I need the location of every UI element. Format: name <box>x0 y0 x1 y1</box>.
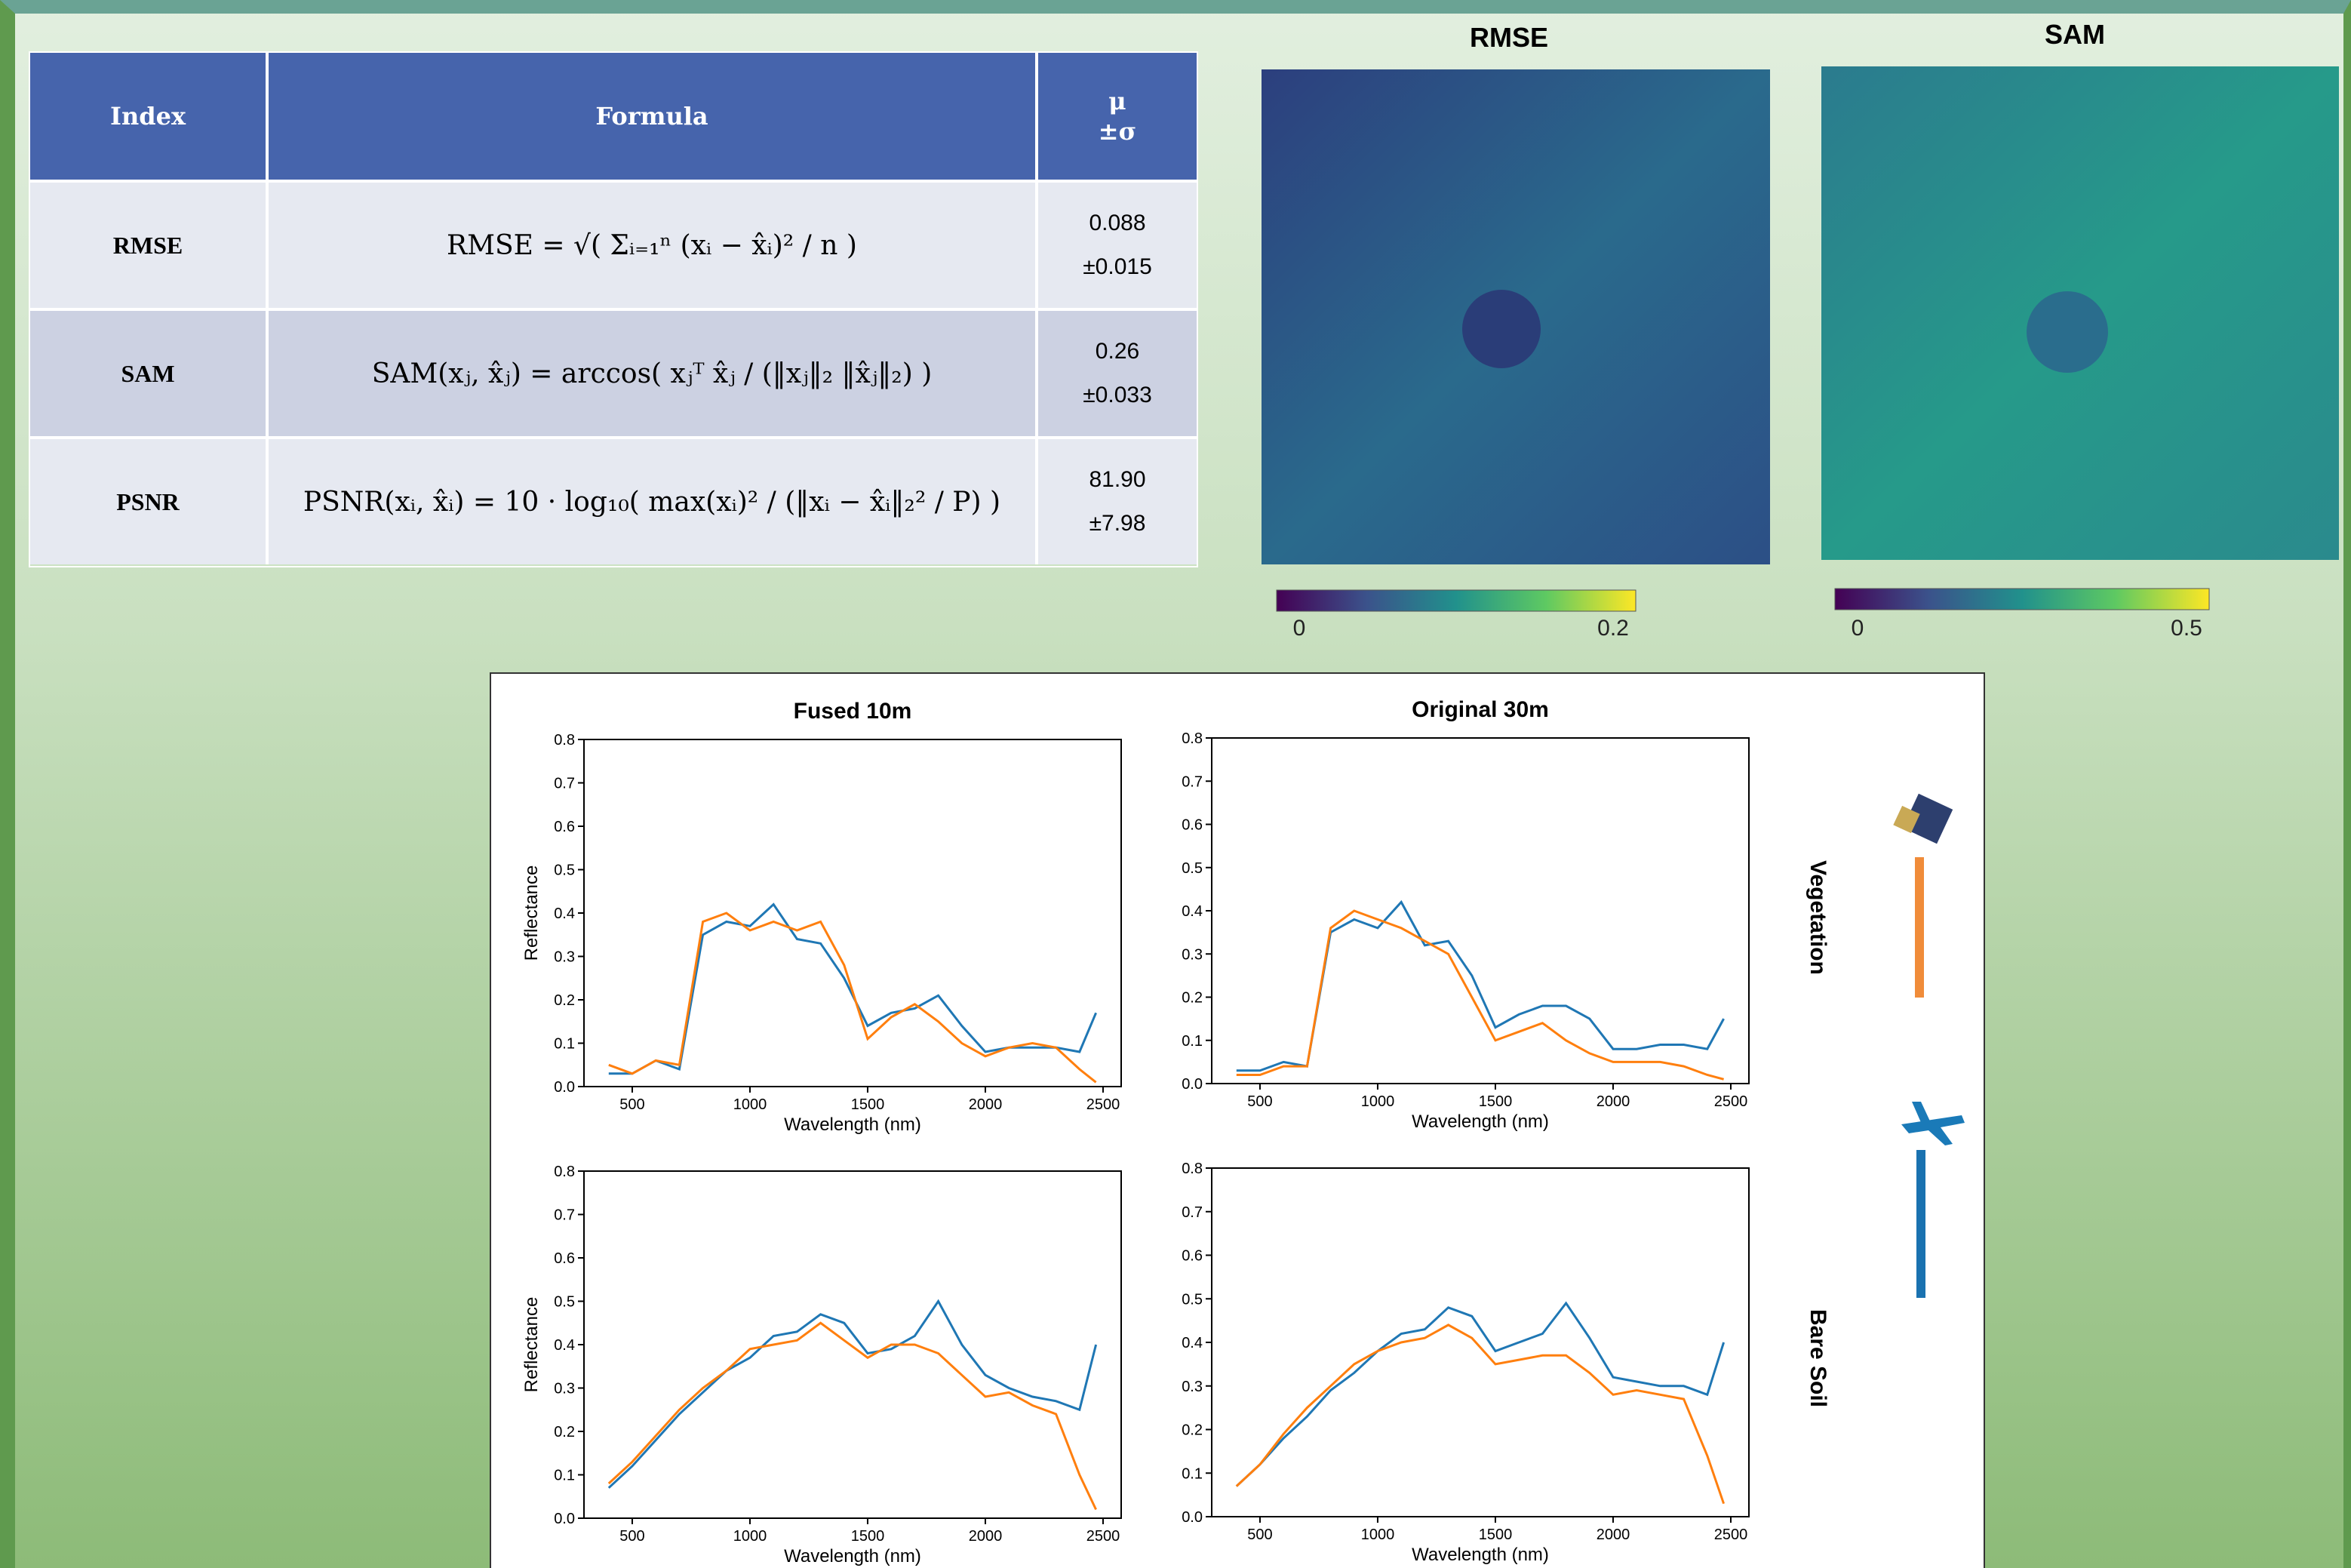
y-tick-label: 0.7 <box>1182 1204 1203 1221</box>
x-tick-label: 2500 <box>1714 1526 1748 1543</box>
x-axis-label: Wavelength (nm) <box>1412 1545 1549 1565</box>
x-tick-label: 1500 <box>851 1096 885 1113</box>
y-tick-label: 0.4 <box>554 1337 575 1354</box>
y-tick-label: 0.5 <box>1182 1291 1203 1308</box>
x-tick-label: 500 <box>1247 1093 1272 1110</box>
x-tick-label: 2500 <box>1086 1528 1120 1545</box>
y-tick-label: 0.4 <box>1182 903 1203 920</box>
figures: RMSE 0 0.2 SAM 0 0.5 Vegetation Bare Soil Fused … <box>0 0 2351 1568</box>
x-tick-label: 2000 <box>969 1096 1003 1113</box>
y-tick-label: 0.2 <box>1182 1422 1203 1439</box>
map-title: RMSE <box>1470 22 1548 53</box>
y-axis-label: Reflectance <box>521 865 542 961</box>
y-tick-label: 0.5 <box>1182 860 1203 877</box>
x-tick-label: 2000 <box>969 1528 1003 1545</box>
map-title: SAM <box>2045 19 2105 50</box>
map-feature <box>2027 291 2108 373</box>
page: Index Formula μ ±σ RMSERMSE = √( Σᵢ₌₁ⁿ (… <box>0 0 2351 1568</box>
x-axis-label: Wavelength (nm) <box>784 1546 921 1566</box>
y-tick-label: 0.3 <box>554 949 575 966</box>
y-tick-label: 0.6 <box>554 819 575 835</box>
x-tick-label: 500 <box>619 1096 644 1113</box>
airplane-bar <box>1916 1150 1925 1298</box>
y-tick-label: 0.4 <box>1182 1335 1203 1351</box>
x-tick-label: 1500 <box>1479 1526 1513 1543</box>
x-tick-label: 2000 <box>1597 1526 1630 1543</box>
colorbar-tick-label: 0.5 <box>2171 616 2202 641</box>
y-tick-label: 0.8 <box>1182 730 1203 747</box>
colorbar-tick-label: 0.2 <box>1597 616 1629 641</box>
y-tick-label: 0.7 <box>554 1207 575 1224</box>
y-tick-label: 0.0 <box>554 1511 575 1527</box>
row-label: Vegetation <box>1806 860 1830 975</box>
colorbar-tick-label: 0 <box>1852 616 1864 641</box>
colorbar-tick-label: 0 <box>1293 616 1306 641</box>
y-tick-label: 0.3 <box>1182 1379 1203 1395</box>
y-tick-label: 0.0 <box>1182 1076 1203 1093</box>
y-tick-label: 0.5 <box>554 1294 575 1311</box>
y-tick-label: 0.1 <box>1182 1033 1203 1050</box>
y-tick-label: 0.0 <box>1182 1509 1203 1526</box>
y-tick-label: 0.1 <box>1182 1465 1203 1482</box>
x-axis-label: Wavelength (nm) <box>1412 1111 1549 1132</box>
x-tick-label: 1500 <box>1479 1093 1513 1110</box>
y-tick-label: 0.6 <box>554 1250 575 1267</box>
y-tick-label: 0.8 <box>554 732 575 749</box>
chart-title: Original 30m <box>1412 697 1549 722</box>
y-tick-label: 0.2 <box>1182 990 1203 1007</box>
y-tick-label: 0.3 <box>554 1381 575 1397</box>
x-tick-label: 1500 <box>851 1528 885 1545</box>
satellite-bar <box>1915 857 1924 998</box>
colorbar <box>1277 590 1636 611</box>
x-axis-label: Wavelength (nm) <box>784 1115 921 1135</box>
y-tick-label: 0.6 <box>1182 817 1203 834</box>
chart-title: Fused 10m <box>794 699 912 724</box>
y-tick-label: 0.4 <box>554 905 575 922</box>
x-tick-label: 1000 <box>1361 1093 1395 1110</box>
y-tick-label: 0.7 <box>1182 773 1203 790</box>
y-tick-label: 0.3 <box>1182 946 1203 963</box>
y-tick-label: 0.2 <box>554 1424 575 1440</box>
y-tick-label: 0.1 <box>554 1036 575 1053</box>
x-tick-label: 2000 <box>1597 1093 1630 1110</box>
y-tick-label: 0.1 <box>554 1468 575 1484</box>
x-tick-label: 500 <box>619 1528 644 1545</box>
x-tick-label: 1000 <box>733 1096 767 1113</box>
map-feature <box>1462 290 1541 368</box>
x-tick-label: 2500 <box>1086 1096 1120 1113</box>
y-tick-label: 0.8 <box>1182 1161 1203 1177</box>
row-label: Bare Soil <box>1806 1309 1830 1407</box>
x-tick-label: 500 <box>1247 1526 1272 1543</box>
x-tick-label: 2500 <box>1714 1093 1748 1110</box>
y-tick-label: 0.8 <box>554 1164 575 1180</box>
y-tick-label: 0.0 <box>554 1079 575 1096</box>
chart-panel <box>490 673 1984 1568</box>
y-tick-label: 0.6 <box>1182 1248 1203 1265</box>
y-tick-label: 0.2 <box>554 992 575 1009</box>
x-tick-label: 1000 <box>733 1528 767 1545</box>
y-tick-label: 0.7 <box>554 776 575 792</box>
y-tick-label: 0.5 <box>554 862 575 879</box>
x-tick-label: 1000 <box>1361 1526 1395 1543</box>
y-axis-label: Reflectance <box>521 1297 542 1393</box>
colorbar <box>1835 589 2209 610</box>
